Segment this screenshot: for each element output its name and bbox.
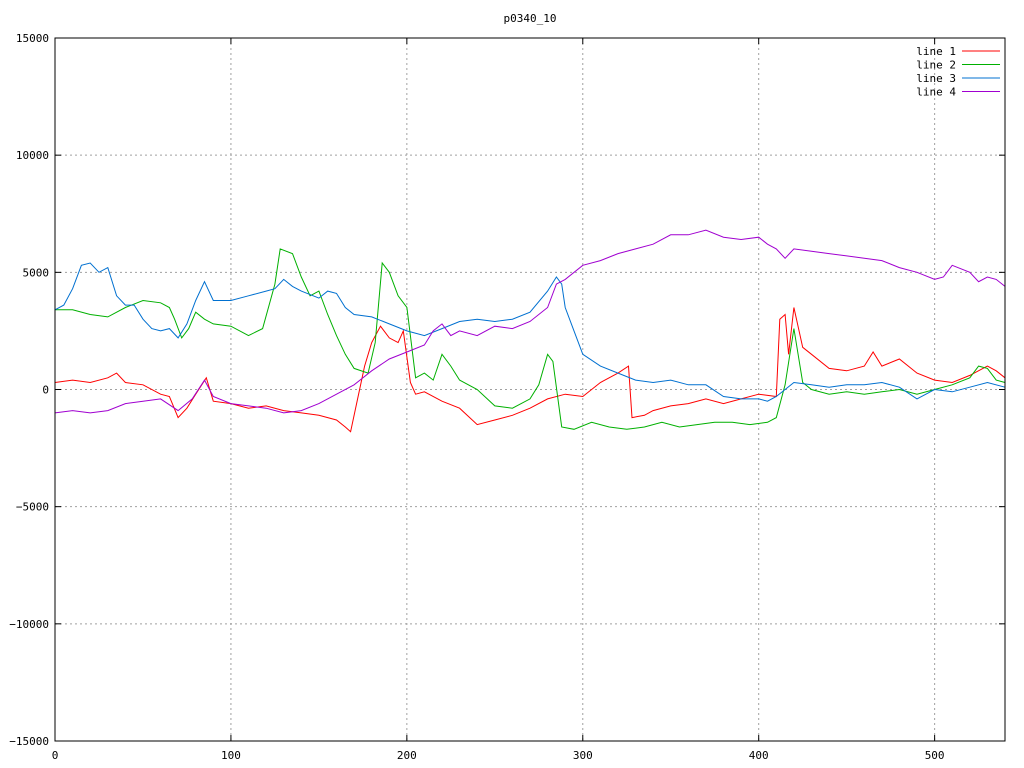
y-tick-label: −5000 bbox=[16, 501, 49, 514]
y-tick-label: 10000 bbox=[16, 149, 49, 162]
x-tick-label: 100 bbox=[221, 749, 241, 762]
chart-title: p0340_10 bbox=[504, 12, 557, 25]
x-tick-label: 300 bbox=[573, 749, 593, 762]
x-tick-label: 400 bbox=[749, 749, 769, 762]
y-tick-label: 5000 bbox=[23, 266, 50, 279]
x-tick-label: 200 bbox=[397, 749, 417, 762]
axis-ticks: −15000 −10000 −5000 0 5000 10000 15000 0 100 200 3… bbox=[9, 32, 1005, 762]
legend-label: line 1 bbox=[916, 45, 956, 58]
legend-label: line 2 bbox=[916, 59, 956, 72]
y-tick-label: −10000 bbox=[9, 618, 49, 631]
x-tick-label: 0 bbox=[52, 749, 59, 762]
series-line-2 bbox=[55, 248, 1006, 430]
y-tick-label: 15000 bbox=[16, 32, 49, 45]
series-line-1 bbox=[54, 307, 1006, 433]
x-tick-label: 500 bbox=[925, 749, 945, 762]
series-line-3 bbox=[54, 262, 1006, 402]
legend-label: line 3 bbox=[916, 72, 956, 85]
series-group bbox=[54, 229, 1006, 433]
y-tick-label: 0 bbox=[42, 384, 49, 397]
grid bbox=[55, 38, 1005, 741]
legend-label: line 4 bbox=[916, 86, 956, 99]
y-tick-label: −15000 bbox=[9, 735, 49, 748]
series-line-4 bbox=[54, 229, 1006, 414]
